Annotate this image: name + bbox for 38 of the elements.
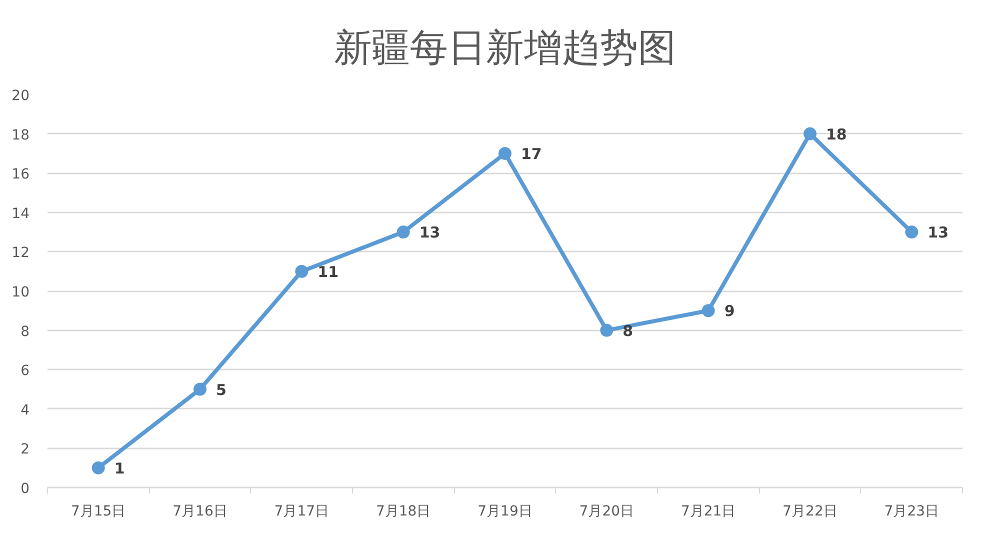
- x-tick-label: 7月17日: [274, 504, 330, 520]
- x-tick-label: 7月16日: [172, 504, 228, 520]
- x-tick-label: 7月23日: [884, 504, 940, 520]
- point: [702, 304, 715, 318]
- point: [600, 324, 614, 337]
- y-tick-label: 12: [12, 245, 30, 262]
- y-tick-label: 10: [12, 284, 30, 300]
- data-label: 11: [318, 262, 339, 281]
- x-tick-label: 7月22日: [782, 504, 838, 520]
- point: [905, 226, 918, 239]
- x-tick-label: 7月19日: [478, 504, 532, 520]
- y-tick-label: 4: [20, 402, 30, 418]
- point: [804, 127, 816, 140]
- data-label: 13: [419, 224, 440, 242]
- y-tick-label: 20: [12, 88, 30, 104]
- data-label: 13: [928, 224, 949, 242]
- x-tick-label: 7月15日: [70, 504, 126, 520]
- x-tick-label: 7月18日: [376, 504, 431, 520]
- y-tick-label: 16: [12, 166, 30, 183]
- x-tick-label: 7月21日: [680, 504, 736, 520]
- point: [498, 146, 512, 160]
- x-tick-label: 7月20日: [579, 504, 634, 520]
- data-label: 1: [114, 459, 125, 478]
- point: [92, 461, 105, 474]
- y-tick-label: 14: [12, 206, 30, 222]
- y-tick-label: 2: [20, 442, 30, 458]
- y-tick-label: 8: [20, 324, 30, 340]
- data-label: 17: [521, 144, 542, 163]
- data-label: 5: [216, 380, 226, 399]
- data-label: 9: [724, 302, 735, 320]
- point: [194, 382, 206, 396]
- y-tick-label: 18: [12, 127, 30, 144]
- data-label: 18: [826, 125, 847, 144]
- point: [396, 226, 410, 239]
- chart-title: 新疆每日新增趋势图: [334, 28, 676, 70]
- y-tick-label: 6: [20, 363, 30, 380]
- point: [295, 264, 308, 278]
- y-tick-label: 0: [20, 481, 30, 497]
